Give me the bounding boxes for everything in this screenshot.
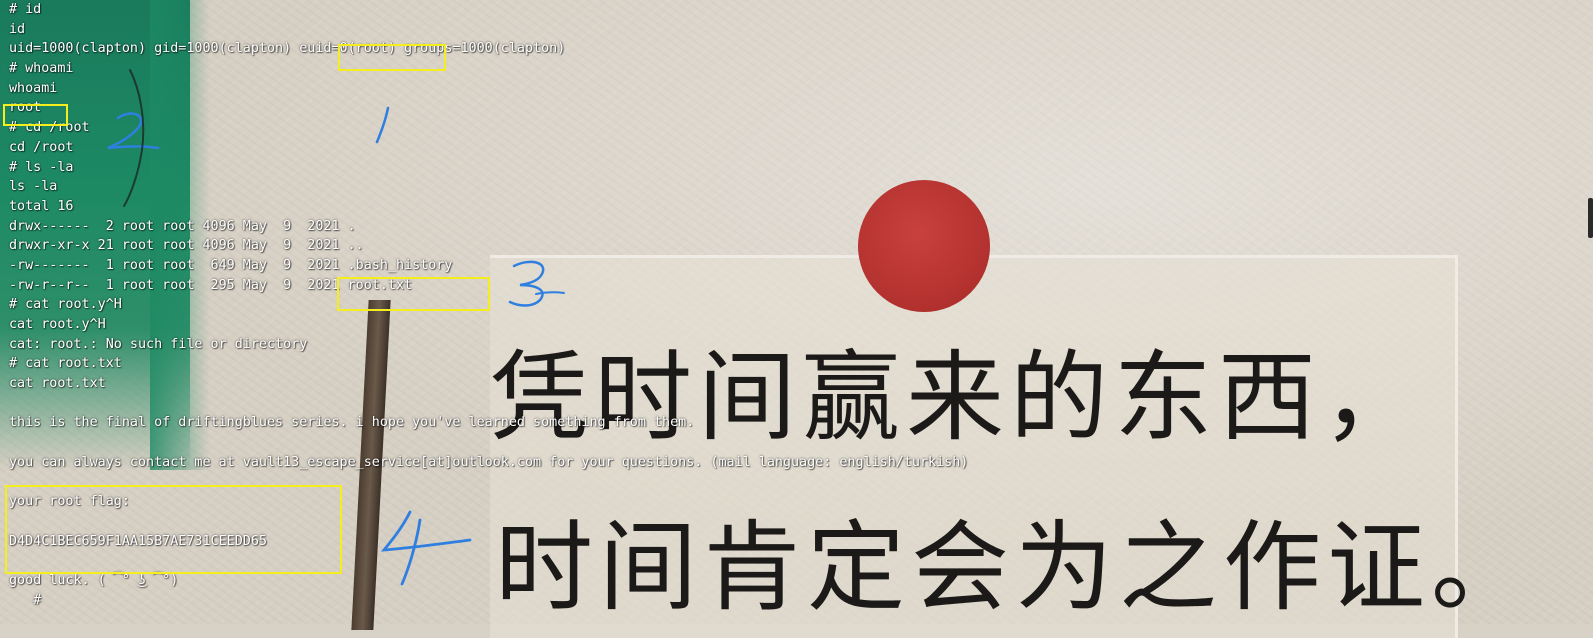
terminal-line: D4D4C1BEC659F1AA15B7AE731CEEDD65 [9,533,267,549]
terminal-line: whoami [9,80,58,96]
terminal-line: your root flag: [9,494,130,510]
wallpaper-calligraphy-line-2: 时间肯定会为之作证。 [495,511,1536,625]
terminal-line: # whoami [9,61,74,77]
highlight-box-root-txt [337,277,490,311]
terminal-line: drwx------ 2 root root 4096 May 9 2021 . [9,218,356,234]
terminal-line: you can always contact me at vault13_esc… [9,454,969,470]
terminal-line: cat root.txt [9,376,106,392]
highlight-box-whoami-root [3,104,68,126]
terminal-line: id [9,21,26,37]
wallpaper-red-sun [858,180,990,312]
terminal-line: total 16 [9,198,74,214]
wallpaper-calligraphy-line-1: 凭时间赢来的东西， [490,341,1427,455]
annotation-strokes [107,69,565,586]
wallpaper-paper-card [490,255,1458,638]
terminal-line: # cd /root [9,120,90,136]
wallpaper-teal-fade [150,0,210,470]
terminal-line: # [9,592,42,608]
highlight-box-euid [338,44,446,71]
terminal-line: # ls -la [9,159,74,175]
terminal-line: this is the final of driftingblues serie… [9,415,695,431]
terminal-line: cd /root [9,139,74,155]
terminal-line: # cat root.y^H [9,297,122,313]
terminal-output[interactable]: # id id uid=1000(clapton) gid=1000(clapt… [9,0,968,610]
terminal-line: ls -la [9,179,58,195]
highlight-box-root-flag [5,485,342,574]
scrollbar-handle[interactable] [1588,198,1593,238]
terminal-line: cat: root.: No such file or directory [9,336,308,352]
terminal-line: drwxr-xr-x 21 root root 4096 May 9 2021 … [9,238,364,254]
terminal-line: # id [9,2,42,17]
terminal-line: good luck. ( ͡° ͜ʖ ͡°) [9,572,179,588]
terminal-line: -rw-r--r-- 1 root root 295 May 9 2021 ro… [9,277,413,293]
terminal-line: cat root.y^H [9,317,106,332]
terminal-line: -rw------- 1 root root 649 May 9 2021 .b… [9,257,453,273]
terminal-line: # cat root.txt [9,356,122,372]
